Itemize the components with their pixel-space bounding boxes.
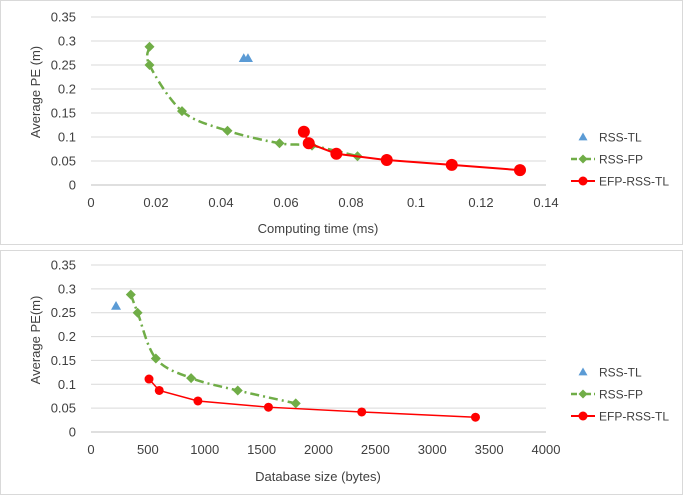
y-tick-label: 0.2 [58,82,76,97]
x-tick-label: 2000 [304,442,333,457]
data-point [111,301,122,310]
legend-marker [578,389,588,399]
data-point [445,158,458,171]
series-line [145,46,358,158]
legend-marker [578,132,588,141]
data-point [144,374,154,384]
y-tick-label: 0.15 [51,106,76,121]
legend-item: EFP-RSS-TL [571,410,669,424]
legend-label: EFP-RSS-TL [599,410,669,424]
y-tick-label: 0.05 [51,401,76,416]
y-tick-label: 0.1 [58,377,76,392]
data-point [177,106,187,117]
x-tick-label: 3500 [475,442,504,457]
data-point [232,385,243,396]
y-tick-label: 0 [69,425,76,440]
x-tick-label: 1000 [190,442,219,457]
x-tick-label: 1500 [247,442,276,457]
series-rss-tl [238,53,253,63]
series-rss-fp [125,289,301,409]
data-point [297,125,310,138]
data-point [330,147,343,160]
data-point [144,41,155,52]
y-tick-label: 0.3 [58,34,76,49]
series-efp-rss-tl [297,125,526,177]
data-point [357,407,367,417]
x-tick-label: 0.04 [208,195,233,210]
data-point [125,289,136,300]
data-point [302,137,315,150]
y-axis-title: Average PE (m) [28,46,43,138]
legend-marker [578,367,588,376]
y-tick-label: 0.35 [51,258,76,273]
legend: RSS-TL RSS-FP EFP-RSS-TL [571,131,669,189]
x-tick-label: 0.12 [468,195,493,210]
legend-label: EFP-RSS-TL [599,175,669,189]
data-point [144,60,155,70]
data-point [186,373,197,384]
data-point [514,164,526,177]
legend-marker [578,154,588,164]
y-tick-label: 0.25 [51,58,76,73]
x-tick-label: 500 [137,442,159,457]
data-point [193,396,203,406]
x-tick-label: 0.08 [338,195,363,210]
y-tick-label: 0 [69,178,76,193]
legend: RSS-TL RSS-FP EFP-RSS-TL [571,366,669,424]
legend-label: RSS-FP [599,388,643,402]
series-efp-rss-tl [144,374,480,422]
series-rss-fp [144,41,363,162]
y-tick-label: 0.3 [58,281,76,296]
data-point [290,398,301,409]
data-point [470,412,480,422]
legend-item: RSS-FP [571,388,643,402]
legend-item: RSS-TL [578,131,642,145]
data-point [150,353,161,364]
legend-item: RSS-FP [571,153,643,167]
x-tick-label: 0.06 [273,195,298,210]
data-point [132,307,143,318]
chart-computing-time: Average PE (m) Computing time (ms) 0 0.05… [0,0,683,245]
y-tick-label: 0.1 [58,130,76,145]
x-tick-label: 0.1 [407,195,425,210]
legend-item: RSS-TL [578,366,642,380]
data-point [263,402,273,412]
x-tick-label: 0.02 [143,195,168,210]
x-axis-title: Database size (bytes) [255,469,381,484]
y-tick-label: 0.15 [51,353,76,368]
x-axis-title: Computing time (ms) [258,221,379,236]
data-point [222,125,233,136]
y-tick-label: 0.35 [51,10,76,25]
y-tick-label: 0.05 [51,154,76,169]
y-tick-label: 0.25 [51,305,76,320]
x-tick-label: 0 [87,442,94,457]
data-point [154,385,164,395]
y-tick-label: 0.2 [58,329,76,344]
x-tick-label: 0.14 [533,195,558,210]
x-tick-label: 4000 [532,442,561,457]
data-point [380,154,393,167]
legend-label: RSS-TL [599,131,642,145]
series-rss-tl [111,301,122,310]
legend-item: EFP-RSS-TL [571,175,669,189]
x-tick-label: 3000 [418,442,447,457]
x-tick-label: 0 [87,195,94,210]
legend-marker [578,176,588,186]
legend-label: RSS-TL [599,366,642,380]
legend-label: RSS-FP [599,153,643,167]
y-axis-title: Average PE(m) [28,296,43,385]
chart-database-size: Average PE(m) Database size (bytes) 0 0.0… [0,250,683,495]
legend-marker [578,411,588,421]
x-tick-label: 2500 [361,442,390,457]
data-point [242,53,253,63]
data-point [274,138,285,149]
